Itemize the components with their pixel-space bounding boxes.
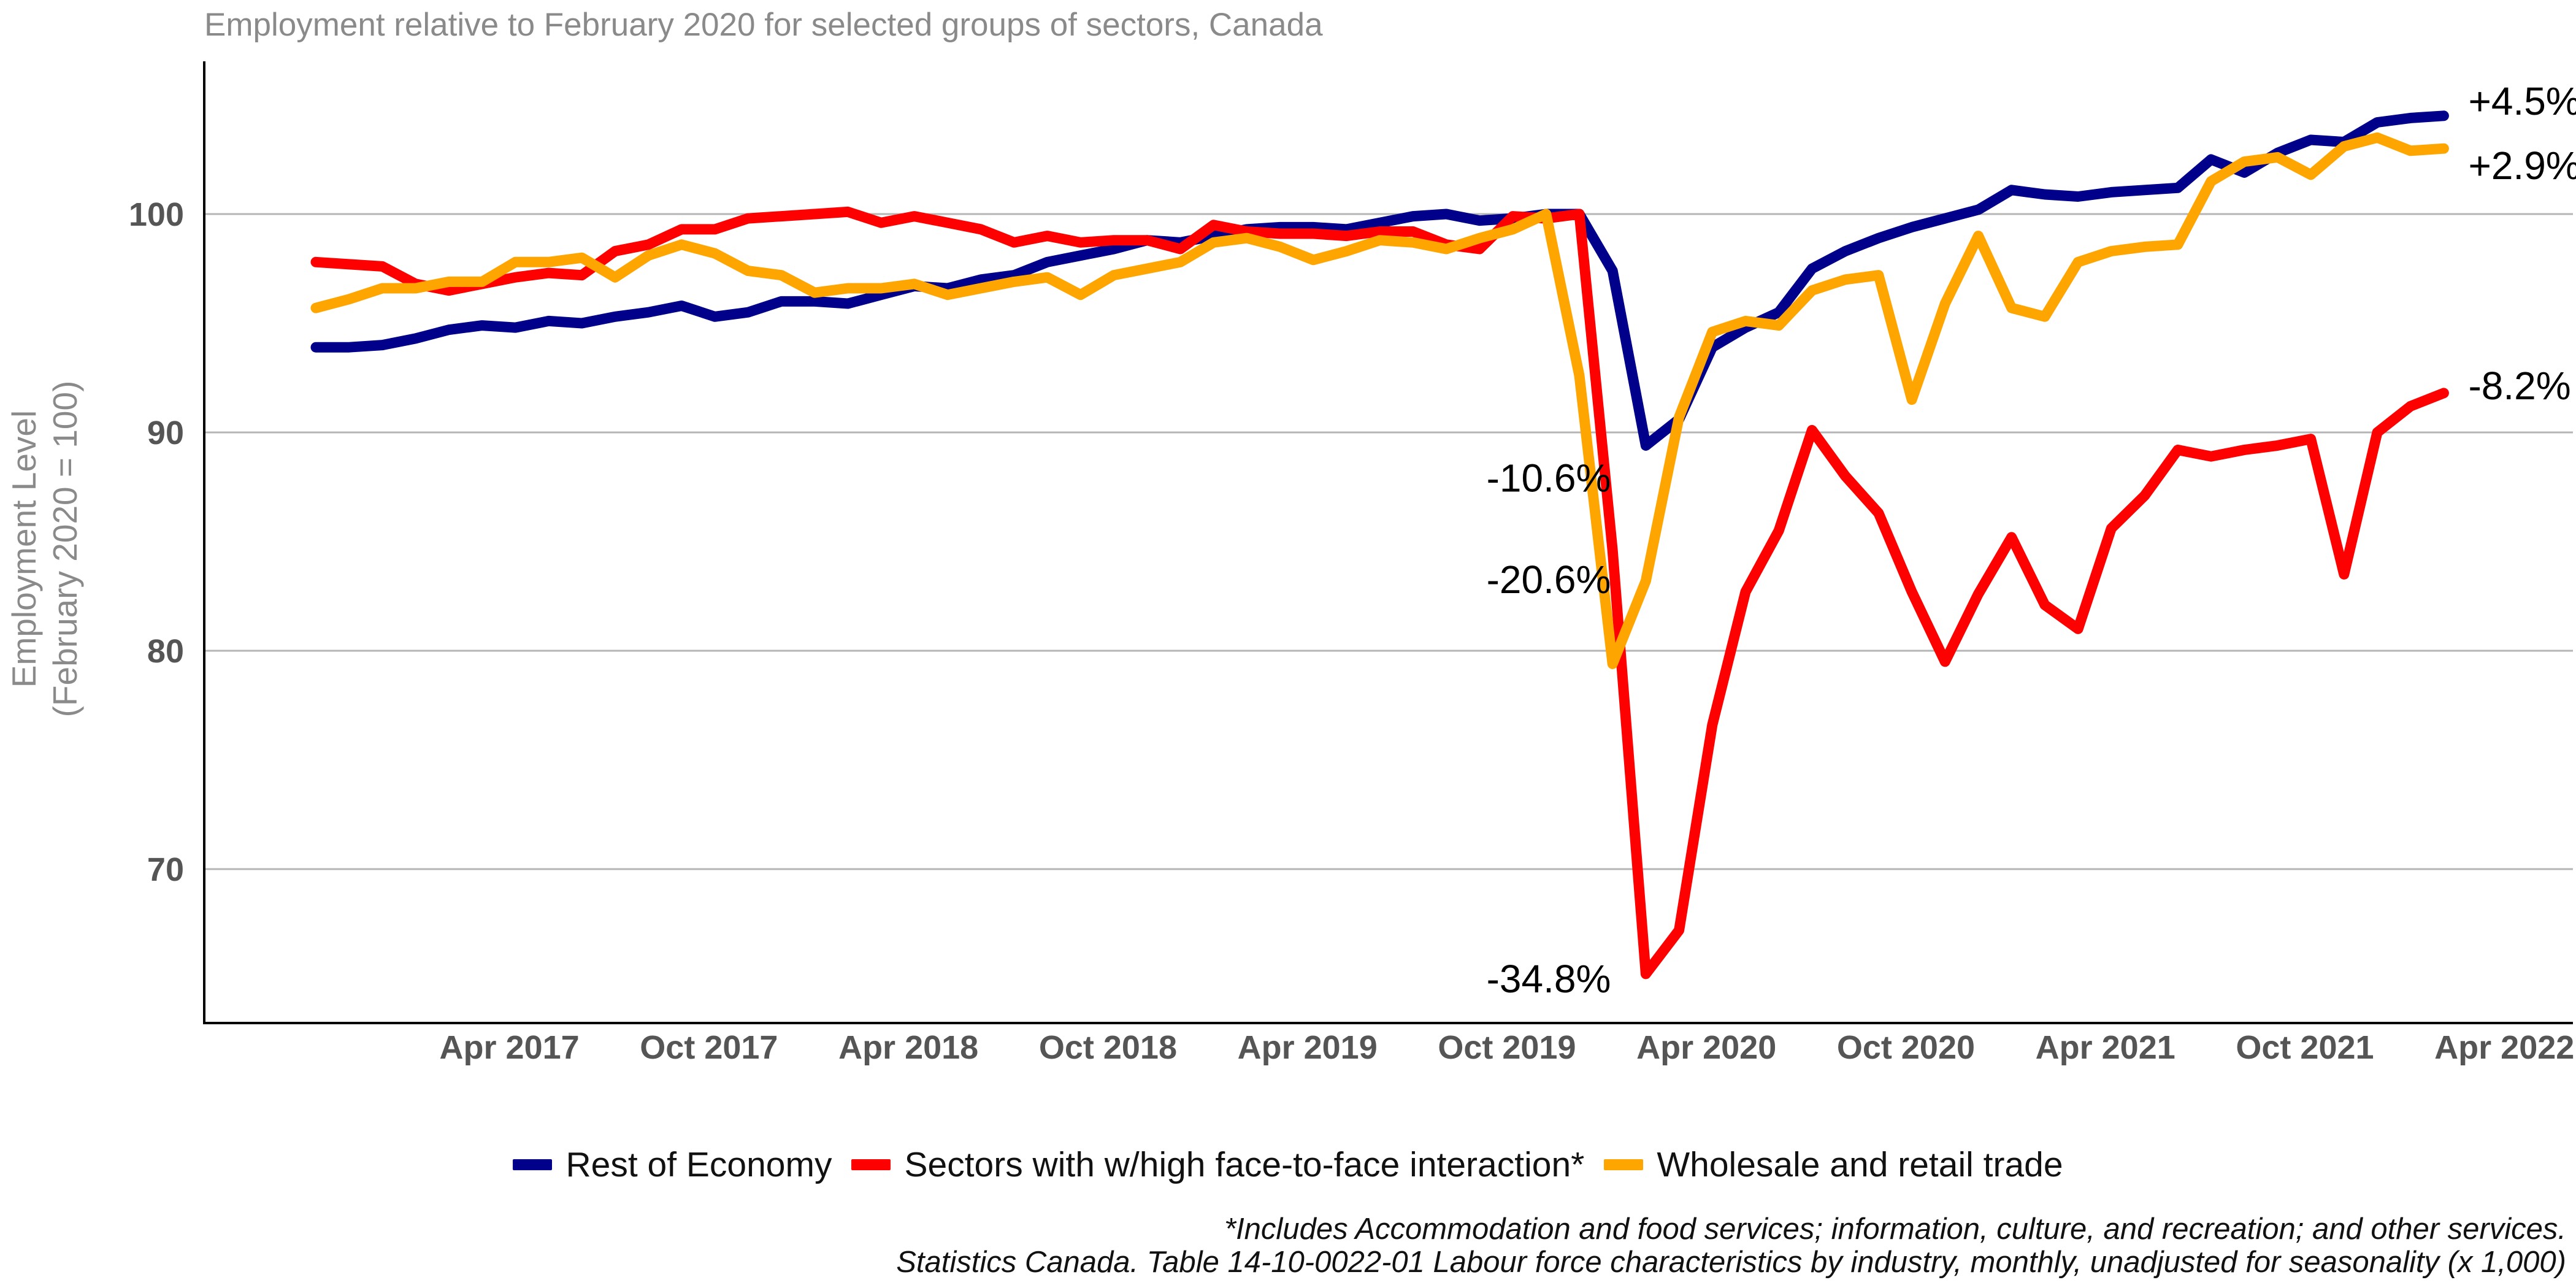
y-axis-label-line1: Employment Level: [5, 410, 43, 688]
x-tick-label: Apr 2021: [2036, 1029, 2175, 1066]
data-annotation: -10.6%: [1487, 456, 1611, 500]
y-tick-label: 100: [129, 196, 184, 233]
y-tick-label: 80: [147, 633, 184, 670]
x-tick-label: Oct 2019: [1438, 1029, 1576, 1066]
x-tick-label: Apr 2017: [440, 1029, 580, 1066]
legend-item-wholesale-retail: Wholesale and retail trade: [1604, 1144, 2063, 1185]
series-line-rest-of-economy: [316, 116, 2444, 446]
data-annotation: +4.5%: [2468, 79, 2576, 123]
x-tick-label: Oct 2018: [1039, 1029, 1177, 1066]
legend-label: Wholesale and retail trade: [1657, 1144, 2063, 1185]
series-lines: [316, 116, 2444, 974]
series-line-face-to-face: [316, 212, 2444, 974]
x-tick-label: Oct 2017: [640, 1029, 778, 1066]
x-tick-label: Apr 2022: [2434, 1029, 2574, 1066]
axes: [203, 61, 2573, 1023]
y-tick-label: 90: [147, 415, 184, 451]
data-annotation: -8.2%: [2468, 364, 2570, 408]
legend-label: Rest of Economy: [565, 1144, 832, 1185]
legend-swatch-rest-of-economy: [513, 1159, 552, 1170]
x-tick-label: Apr 2020: [1636, 1029, 1776, 1066]
legend: Rest of Economy Sectors with w/high face…: [0, 1144, 2576, 1185]
legend-label: Sectors with w/high face-to-face interac…: [904, 1144, 1584, 1185]
legend-item-face-to-face: Sectors with w/high face-to-face interac…: [851, 1144, 1584, 1185]
y-axis-label-line2: (February 2020 = 100): [46, 381, 84, 718]
data-annotation: -20.6%: [1487, 558, 1611, 602]
x-tick-label: Apr 2018: [838, 1029, 978, 1066]
x-tick-label: Oct 2020: [1837, 1029, 1975, 1066]
data-annotation: +2.9%: [2468, 144, 2576, 188]
legend-swatch-wholesale-retail: [1604, 1159, 1643, 1170]
x-tick-label: Oct 2021: [2236, 1029, 2374, 1066]
y-tick-label: 70: [147, 851, 184, 888]
series-line-wholesale-retail: [316, 137, 2444, 664]
data-annotation: -34.8%: [1487, 957, 1611, 1001]
footnote-sector-definition: *Includes Accommodation and food service…: [1224, 1212, 2566, 1246]
x-tick-label: Apr 2019: [1238, 1029, 1378, 1066]
footnote-source: Statistics Canada. Table 14-10-0022-01 L…: [896, 1245, 2566, 1279]
legend-item-rest-of-economy: Rest of Economy: [513, 1144, 832, 1185]
y-tick-labels: 70 80 90 100: [129, 196, 184, 888]
x-tick-labels: Apr 2017 Oct 2017 Apr 2018 Oct 2018 Apr 2019…: [440, 1029, 2575, 1066]
legend-swatch-face-to-face: [851, 1159, 891, 1170]
gridlines: [204, 214, 2573, 869]
